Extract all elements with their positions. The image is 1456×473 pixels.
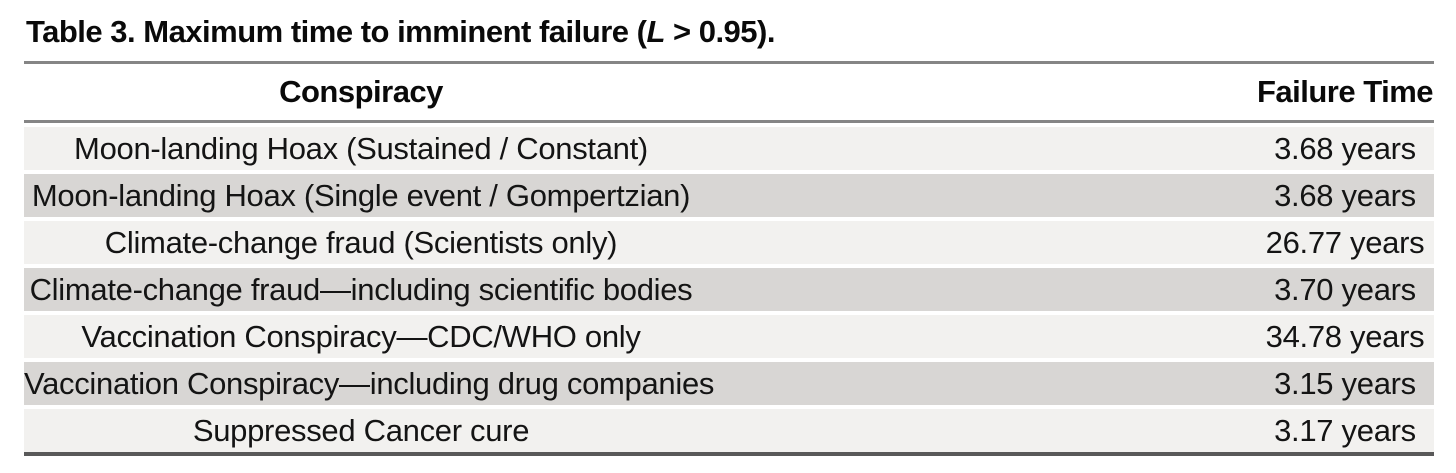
failure-time-cell: 3.15 years (1256, 366, 1434, 402)
failure-time-cell: 3.70 years (1256, 272, 1434, 308)
table-body: Moon-landing Hoax (Sustained / Constant)… (24, 127, 1434, 452)
conspiracy-label: Moon-landing Hoax (Single event / Gomper… (31, 177, 691, 213)
caption-prefix: Table 3. Maximum time to imminent failur… (26, 14, 647, 49)
failure-time-cell: 3.68 years (1256, 131, 1434, 167)
conspiracy-cell: Climate-change fraud—including scientifi… (24, 272, 698, 308)
conspiracy-cell: Climate-change fraud (Scientists only) (24, 225, 698, 261)
caption-variable: L (646, 14, 665, 49)
failure-time-cell: 26.77 years (1256, 225, 1434, 261)
failure-time-value: 3.15 years (1274, 365, 1416, 401)
failure-time-value: 34.78 years (1265, 318, 1425, 354)
header-row: Conspiracy Failure Time (24, 64, 1434, 120)
column-header-failure-time: Failure Time (1256, 74, 1434, 109)
conspiracy-label: Vaccination Conspiracy—CDC/WHO only (81, 318, 641, 354)
failure-time-cell: 3.68 years (1256, 178, 1434, 214)
conspiracy-label: Vaccination Conspiracy—including drug co… (24, 365, 715, 401)
table-row: Moon-landing Hoax (Sustained / Constant)… (24, 127, 1434, 170)
table-row: Suppressed Cancer cure 3.17 years (24, 409, 1434, 452)
conspiracy-cell: Vaccination Conspiracy—including drug co… (24, 366, 714, 402)
conspiracy-cell: Moon-landing Hoax (Sustained / Constant) (24, 131, 698, 167)
table-row: Climate-change fraud—including scientifi… (24, 268, 1434, 311)
conspiracy-label: Climate-change fraud—including scientifi… (29, 271, 693, 307)
failure-time-value: 26.77 years (1265, 224, 1425, 260)
conspiracy-label: Climate-change fraud (Scientists only) (104, 224, 618, 260)
failure-time-value: 3.70 years (1274, 271, 1416, 307)
failure-time-cell: 3.17 years (1256, 413, 1434, 449)
failure-time-cell: 34.78 years (1256, 319, 1434, 355)
conspiracy-cell: Suppressed Cancer cure (24, 413, 698, 449)
table-row: Vaccination Conspiracy—CDC/WHO only 34.7… (24, 315, 1434, 358)
top-rule (24, 61, 1434, 64)
conspiracy-label: Suppressed Cancer cure (192, 412, 530, 448)
table-row: Vaccination Conspiracy—including drug co… (24, 362, 1434, 405)
conspiracy-cell: Vaccination Conspiracy—CDC/WHO only (24, 319, 698, 355)
header-rule (24, 120, 1434, 123)
table-row: Climate-change fraud (Scientists only) 2… (24, 221, 1434, 264)
failure-time-value: 3.17 years (1274, 412, 1416, 448)
caption-suffix: > 0.95). (664, 14, 776, 49)
conspiracy-cell: Moon-landing Hoax (Single event / Gomper… (24, 178, 698, 214)
conspiracy-label: Moon-landing Hoax (Sustained / Constant) (74, 130, 648, 166)
failure-time-value: 3.68 years (1274, 177, 1416, 213)
data-table: Conspiracy Failure Time Moon-landing Hoa… (24, 61, 1434, 456)
table-row: Moon-landing Hoax (Single event / Gomper… (24, 174, 1434, 217)
table-caption: Table 3. Maximum time to imminent failur… (26, 15, 775, 49)
column-header-conspiracy: Conspiracy (279, 74, 443, 109)
failure-time-value: 3.68 years (1274, 130, 1416, 166)
bottom-rule (24, 452, 1434, 456)
